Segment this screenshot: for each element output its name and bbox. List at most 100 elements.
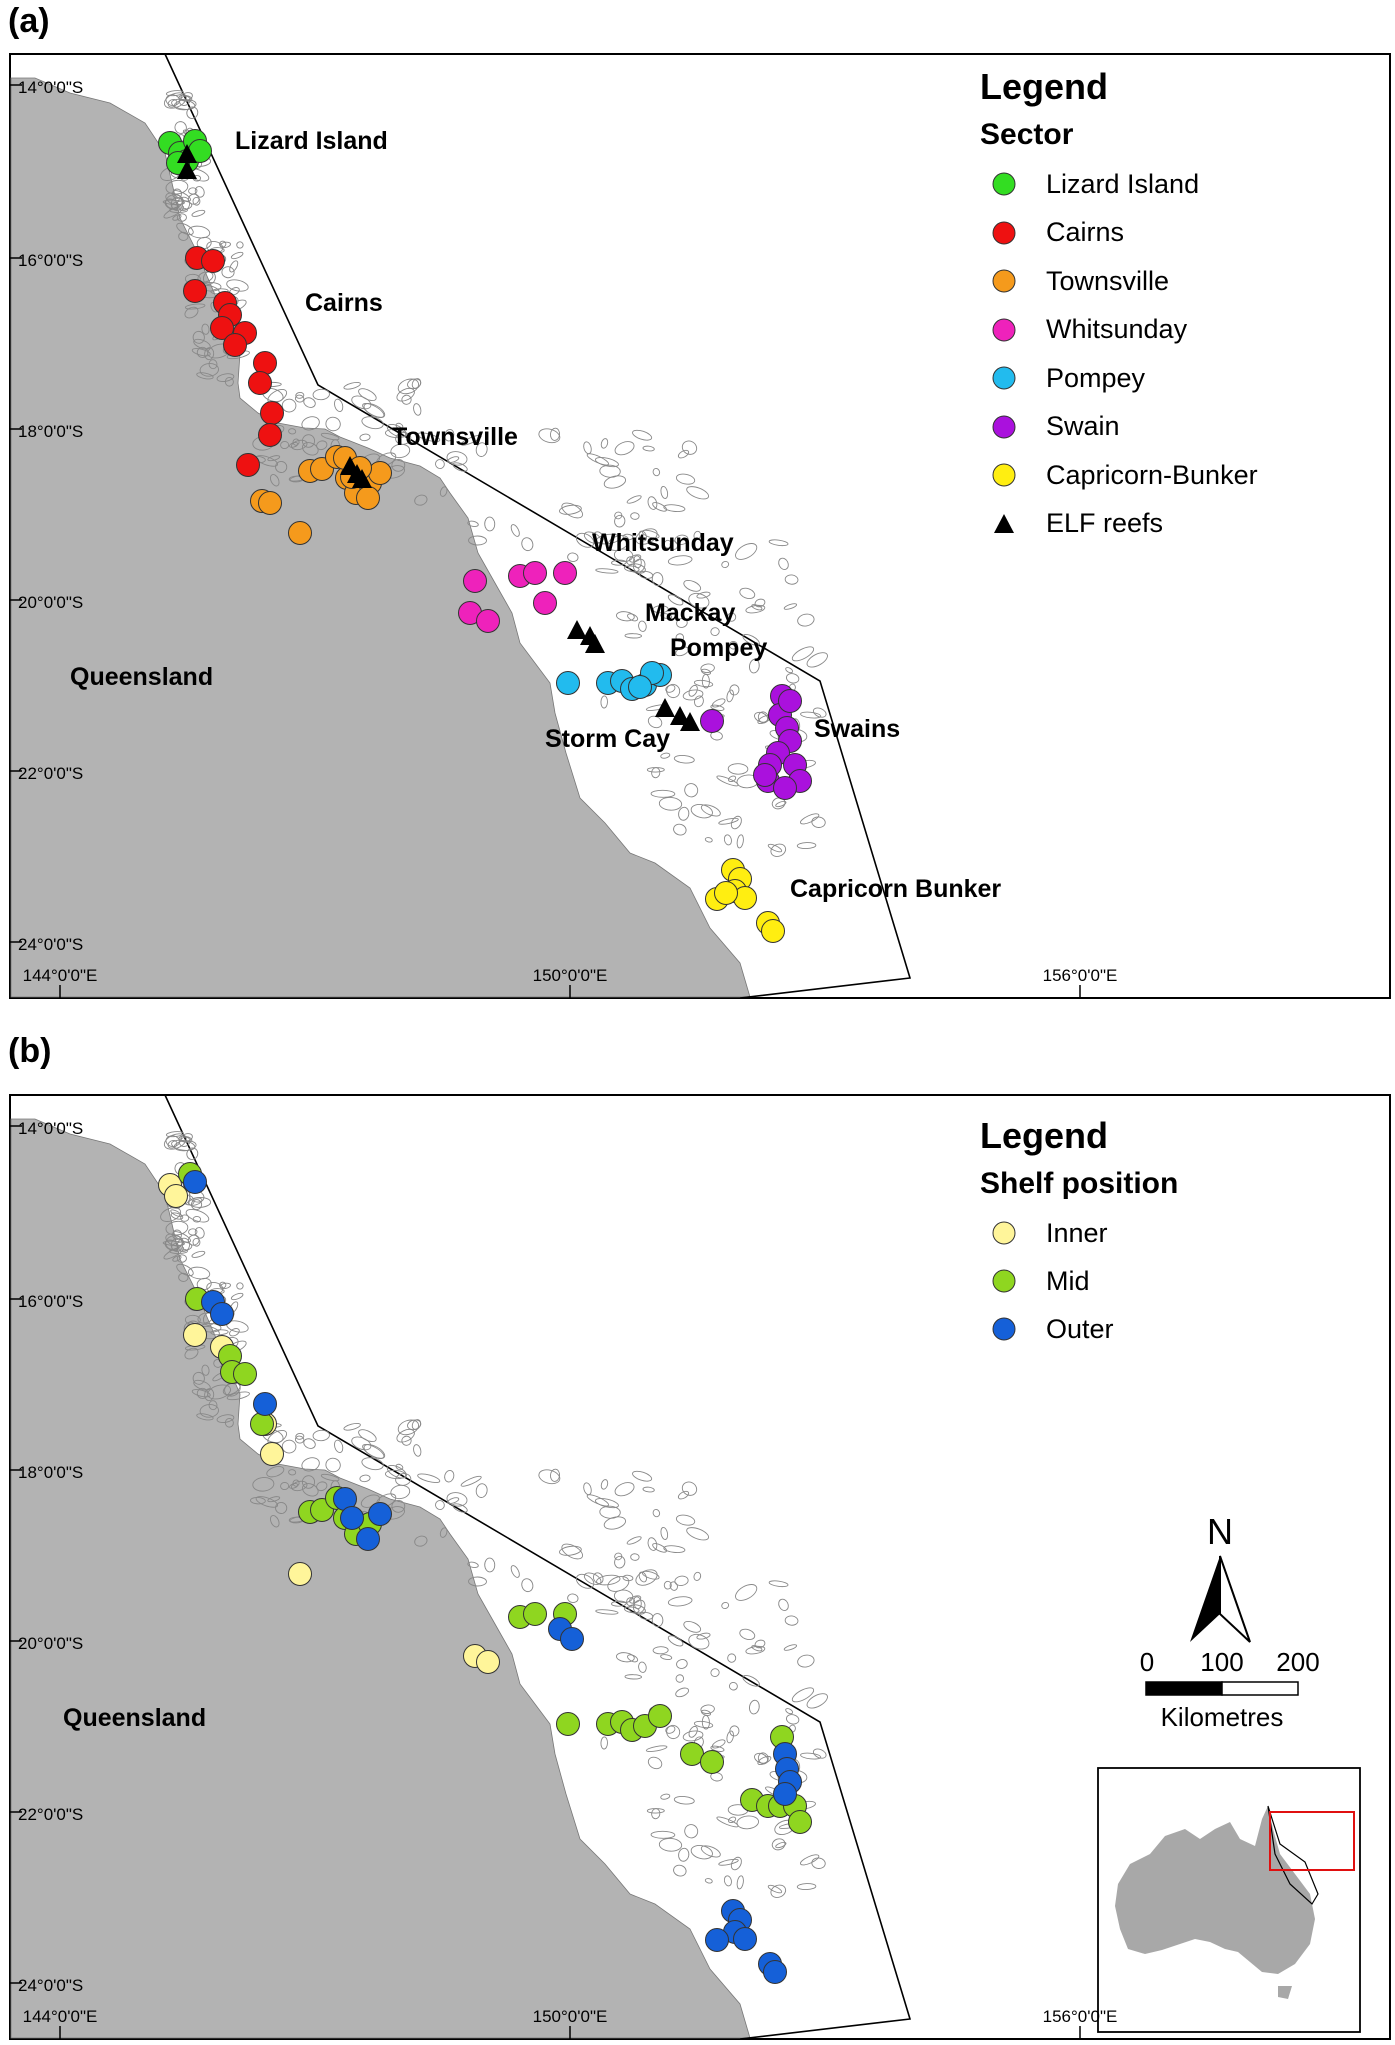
elf-reef-marker: [680, 712, 700, 731]
shelf-point: [356, 1527, 380, 1551]
place-label: Pompey: [670, 634, 767, 662]
place-label: Lizard Island: [235, 127, 388, 155]
lat-label: 22°0'0"S: [18, 764, 83, 783]
shelf-point: [733, 1927, 757, 1951]
legend-item-label: Mid: [1046, 1265, 1090, 1296]
sector-point: [700, 709, 724, 733]
map-panel-a: 14°0'0"S 16°0'0"S 18°0'0"S 20°0'0"S 22°0'0"S…: [9, 53, 1391, 999]
lat-label: 16°0'0"S: [18, 1292, 83, 1311]
legend-subtitle: Shelf position: [980, 1167, 1179, 1200]
panel-a-label: (a): [8, 2, 50, 40]
legend-subtitle: Sector: [980, 118, 1074, 151]
sector-point: [288, 521, 312, 545]
shelf-point: [523, 1602, 547, 1626]
elf-reef-marker: [567, 620, 587, 639]
shelf-point: [700, 1750, 724, 1774]
place-label: Queensland: [70, 663, 213, 691]
shelf-point: [788, 1810, 812, 1834]
scale-unit: Kilometres: [1161, 1702, 1284, 1732]
lat-label: 24°0'0"S: [18, 935, 83, 954]
shelf-point: [763, 1960, 787, 1984]
legend-circle-icon: [992, 269, 1016, 293]
marine-park-boundary: [164, 53, 912, 999]
legend-item-label: Townsville: [1046, 265, 1170, 296]
place-label: Swains: [814, 715, 900, 743]
legend-circle-icon: [992, 1269, 1016, 1293]
legend-sector: Legend Sector Lizard Island Cairns Townsv…: [980, 66, 1380, 548]
legend-item-label: Cairns: [1046, 217, 1125, 248]
place-label: Cairns: [305, 289, 383, 317]
sector-point: [753, 763, 777, 787]
lon-label: 144°0'0"E: [23, 966, 98, 985]
elf-reef-marker: [352, 469, 372, 488]
legend-item-label: Lizard Island: [1046, 168, 1200, 199]
legend-item: Outer: [980, 1305, 1380, 1353]
lat-label: 20°0'0"S: [18, 1634, 83, 1653]
legend-item: Townsville: [980, 257, 1380, 306]
sector-point: [628, 675, 652, 699]
place-label: Townsville: [392, 423, 518, 451]
legend-item: Lizard Island: [980, 160, 1380, 209]
elf-reef-marker: [177, 144, 197, 163]
scale-bar: 0 100 200 Kilometres: [1140, 1647, 1320, 1732]
sector-point: [210, 316, 234, 340]
shelf-point: [556, 1712, 580, 1736]
north-arrow: N: [1190, 1511, 1251, 1643]
legend-item: Inner: [980, 1209, 1380, 1257]
sector-point: [714, 881, 738, 905]
sector-point: [368, 461, 392, 485]
sector-point: [258, 491, 282, 515]
lat-label: 14°0'0"S: [18, 78, 83, 97]
shelf-point: [164, 1184, 188, 1208]
shelf-point: [260, 1442, 284, 1466]
legend-item: Mid: [980, 1257, 1380, 1305]
legend-item-label: Capricorn-Bunker: [1046, 459, 1258, 490]
shelf-point: [183, 1170, 207, 1194]
legend-shelf: Legend Shelf position Inner Mid Outer: [980, 1115, 1380, 1353]
lat-label: 22°0'0"S: [18, 1805, 83, 1824]
place-label: Capricorn Bunker: [790, 875, 1001, 903]
sector-point: [260, 401, 284, 425]
shelf-point: [253, 1392, 277, 1416]
sector-point: [533, 591, 557, 615]
shelf-point: [250, 1412, 274, 1436]
place-label: Whitsunday: [592, 529, 734, 557]
elf-reef-marker: [655, 698, 675, 717]
lat-label: 20°0'0"S: [18, 593, 83, 612]
legend-title: Legend: [980, 66, 1109, 107]
marine-park-boundary: [164, 1094, 912, 2040]
shelf-points: [158, 1162, 812, 1984]
sector-point: [761, 919, 785, 943]
sector-point: [253, 351, 277, 375]
shelf-point: [368, 1502, 392, 1526]
legend-circle-icon: [992, 1317, 1016, 1341]
elf-reef-marker: [585, 634, 605, 653]
shelf-point: [773, 1782, 797, 1806]
elf-reef-marker: [177, 160, 197, 179]
lat-label: 16°0'0"S: [18, 251, 83, 270]
lon-label: 144°0'0"E: [23, 2007, 98, 2026]
shelf-point: [705, 1928, 729, 1952]
legend-circle-icon: [992, 366, 1016, 390]
place-label: Mackay: [645, 599, 735, 627]
sector-point: [556, 671, 580, 695]
lon-label: 150°0'0"E: [533, 2007, 608, 2026]
scale-tick-200: 200: [1276, 1647, 1319, 1677]
legend-item-label: Whitsunday: [1046, 314, 1188, 345]
lat-label: 18°0'0"S: [18, 422, 83, 441]
sector-point: [248, 371, 272, 395]
legend-title: Legend: [980, 1115, 1109, 1156]
legend-item-label: Inner: [1046, 1217, 1108, 1248]
sector-point: [183, 279, 207, 303]
sector-point: [201, 249, 225, 273]
legend-circle-icon: [992, 463, 1016, 487]
australia-inset-map: [1097, 1767, 1361, 2033]
legend-circle-icon: [992, 415, 1016, 439]
sector-point: [773, 776, 797, 800]
lat-label: 14°0'0"S: [18, 1119, 83, 1138]
north-label: N: [1207, 1511, 1233, 1552]
legend-item-label: Pompey: [1046, 362, 1146, 393]
lat-label: 24°0'0"S: [18, 1976, 83, 1995]
lon-label: 156°0'0"E: [1043, 966, 1118, 985]
panel-b-label: (b): [8, 1032, 52, 1070]
